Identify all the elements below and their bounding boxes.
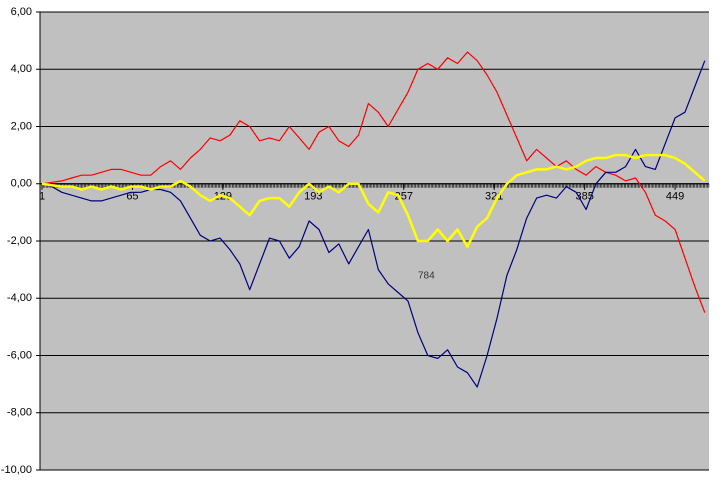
y-tick-label: 6,00 xyxy=(11,6,32,18)
y-tick-label: -8,00 xyxy=(7,407,32,419)
y-tick-label: -10,00 xyxy=(1,464,32,476)
y-tick-label: 4,00 xyxy=(11,63,32,75)
y-tick-label: -4,00 xyxy=(7,292,32,304)
y-tick-label: -2,00 xyxy=(7,235,32,247)
annotation: 784 xyxy=(418,271,435,282)
y-tick-label: 0,00 xyxy=(11,178,32,190)
x-tick-label: 65 xyxy=(126,191,138,203)
x-tick-label: 193 xyxy=(304,191,322,203)
series-line xyxy=(41,153,706,248)
x-tick-label: 1 xyxy=(39,191,45,203)
y-tick-label: 2,00 xyxy=(11,120,32,132)
series-line xyxy=(41,51,706,313)
x-tick-label: 449 xyxy=(666,191,684,203)
x-tick-label: 257 xyxy=(395,191,413,203)
y-tick-label: -6,00 xyxy=(7,349,32,361)
